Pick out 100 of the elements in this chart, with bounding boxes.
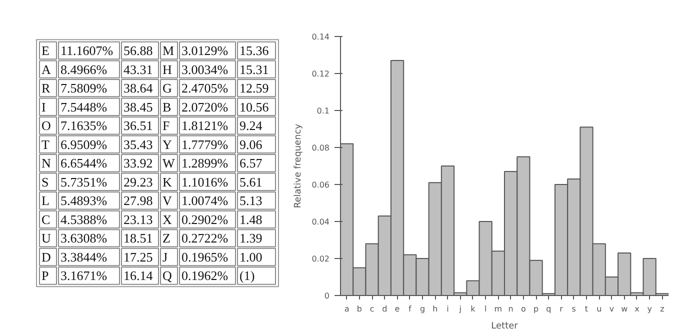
- text: N: [42, 156, 52, 171]
- text: 5.7351%: [60, 174, 108, 190]
- x-tick-label: l: [484, 304, 487, 314]
- text: 15.36: [240, 43, 270, 58]
- text: 5.13: [240, 193, 262, 208]
- x-tick-label: a: [344, 304, 350, 314]
- text: 1.8121%: [182, 118, 228, 134]
- text: 38.64: [124, 80, 154, 96]
- text: 15.31: [240, 62, 269, 77]
- x-tick-label: i: [446, 304, 449, 314]
- text: 1.0074%: [182, 193, 228, 208]
- text: 27.98: [124, 193, 153, 208]
- x-tick-label: n: [508, 304, 514, 314]
- text: 1.39: [240, 230, 262, 246]
- text: 12.59: [240, 80, 269, 96]
- x-axis-title: Letter: [491, 322, 518, 332]
- x-tick-label: f: [408, 304, 412, 314]
- y-axis-title: Relative frequency: [294, 123, 304, 208]
- text: B: [162, 99, 172, 114]
- text: L: [42, 193, 50, 208]
- text: 3.1671%: [60, 268, 108, 284]
- text: K: [162, 174, 172, 190]
- text: 0.1962%: [182, 268, 228, 284]
- text: D: [42, 249, 51, 264]
- text: C: [42, 212, 50, 227]
- text: 1.2899%: [182, 156, 228, 171]
- text: W: [162, 156, 176, 171]
- text: 7.5809%: [60, 80, 108, 96]
- text: V: [162, 193, 172, 208]
- text: X: [162, 212, 172, 227]
- y-tick-label: 0.12: [312, 70, 330, 78]
- text: 1.00: [240, 249, 262, 264]
- text: 1.7779%: [182, 136, 228, 152]
- text: 1.1016%: [182, 174, 228, 190]
- text: 33.92: [124, 156, 153, 171]
- text: G: [162, 80, 172, 96]
- text: 3.0129%: [182, 43, 228, 58]
- text: 36.51: [124, 118, 153, 134]
- text: 4.5388%: [60, 212, 108, 227]
- text: O: [42, 118, 51, 134]
- x-tick-label: u: [596, 304, 602, 314]
- text: 1.48: [240, 212, 262, 227]
- text: 3.6308%: [60, 230, 108, 246]
- x-tick-label: t: [584, 304, 588, 314]
- text: P: [42, 268, 49, 284]
- text: F: [162, 118, 170, 134]
- x-tick-label: h: [432, 304, 438, 314]
- text: 11.1607%: [60, 43, 114, 58]
- text: T: [42, 136, 50, 152]
- text: A: [42, 62, 52, 77]
- text: H: [162, 62, 172, 77]
- text: 2.0720%: [182, 99, 228, 114]
- text: U: [42, 230, 52, 246]
- text: 18.51: [124, 230, 153, 246]
- x-tick-label: e: [394, 304, 400, 314]
- x-tick-label: d: [382, 304, 388, 314]
- text: 6.9509%: [60, 136, 108, 152]
- text: 10.56: [240, 99, 270, 114]
- text: 3.3844%: [60, 249, 108, 264]
- x-tick-label: v: [609, 304, 614, 314]
- text: S: [42, 174, 49, 190]
- text: Z: [162, 230, 170, 246]
- x-tick-label: q: [546, 304, 552, 314]
- text: 5.61: [240, 174, 262, 190]
- text: 29.23: [124, 174, 153, 190]
- text: 38.45: [124, 99, 153, 114]
- x-tick-label: x: [634, 304, 640, 314]
- text: M: [162, 43, 174, 58]
- text: 0.2902%: [182, 212, 228, 227]
- text: 56.88: [124, 43, 153, 58]
- text: 43.31: [124, 62, 153, 77]
- text: (1): [240, 268, 255, 284]
- y-tick-label: 0.02: [312, 254, 330, 264]
- text: 35.43: [124, 136, 153, 152]
- text: Q: [162, 268, 172, 284]
- text: 16.14: [124, 268, 154, 284]
- text: 6.57: [240, 156, 263, 171]
- text: 8.4966%: [60, 62, 108, 77]
- text: 6.6544%: [60, 156, 108, 171]
- x-tick-label: g: [420, 304, 426, 314]
- y-tick-label: 0.04: [312, 218, 330, 226]
- text: 7.5448%: [60, 99, 108, 114]
- text: 5.4893%: [60, 193, 108, 208]
- x-tick-label: b: [356, 304, 362, 314]
- x-tick-label: z: [660, 304, 664, 314]
- y-tick-label: 0.1: [316, 106, 330, 116]
- x-tick-label: r: [560, 304, 564, 314]
- x-tick-label: j: [458, 304, 462, 314]
- text: 9.06: [240, 136, 263, 152]
- text: 2.4705%: [182, 80, 228, 96]
- x-tick-label: y: [647, 304, 652, 314]
- y-tick-label: 0: [324, 292, 330, 300]
- x-tick-label: o: [520, 304, 526, 314]
- x-tick-label: k: [470, 304, 476, 314]
- text: J: [162, 249, 168, 264]
- text: 7.1635%: [60, 118, 108, 134]
- text: 17.25: [124, 249, 153, 264]
- text: R: [42, 80, 50, 96]
- x-tick-label: p: [534, 304, 539, 314]
- text: 23.13: [124, 212, 153, 227]
